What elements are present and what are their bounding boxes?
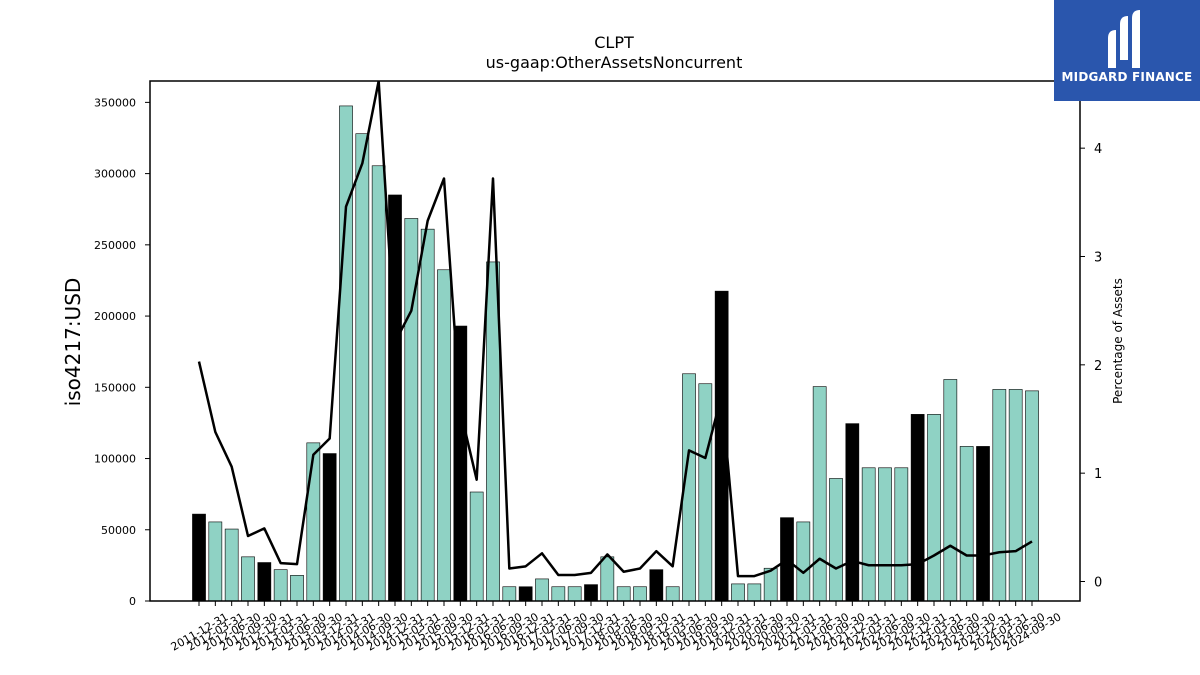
bar <box>665 586 680 602</box>
bar <box>322 453 337 602</box>
bar <box>502 586 517 602</box>
y-tick-label: 50000 <box>101 524 136 537</box>
bar <box>371 165 386 602</box>
bar <box>894 467 909 602</box>
y2-tick-label: 3 <box>1094 251 1102 266</box>
y-axis-ticks: 0 50000 100000 150000 200000 250000 300000 3500… <box>94 96 150 608</box>
bar <box>420 228 435 602</box>
bar <box>224 528 239 602</box>
bar <box>616 586 631 602</box>
bar <box>518 586 533 602</box>
bar <box>273 569 288 602</box>
bar <box>306 442 321 602</box>
bar <box>796 521 811 602</box>
bar <box>290 575 304 602</box>
y-axis-label: iso4217:USD <box>61 278 85 407</box>
y-tick-label: 200000 <box>94 310 136 323</box>
bar <box>192 513 206 602</box>
y2-axis-ticks: 0 1 2 3 4 <box>1080 142 1102 591</box>
bar <box>241 556 255 602</box>
y2-tick-label: 1 <box>1094 467 1102 482</box>
midgard-logo-icon <box>1108 10 1140 68</box>
bar <box>731 583 745 602</box>
bar <box>1025 390 1039 602</box>
bar <box>633 586 647 602</box>
y-tick-label: 0 <box>129 595 136 608</box>
x-axis-ticks: 2011-12-312012-03-312012-06-302012-09-30… <box>169 601 1064 654</box>
y-tick-label: 150000 <box>94 381 136 394</box>
plot-frame <box>149 80 1081 602</box>
chart-title: CLPT <box>594 33 634 52</box>
bar <box>812 386 827 602</box>
bar <box>943 379 958 602</box>
percentage-line <box>197 81 1033 578</box>
bar <box>829 478 843 602</box>
bar <box>551 586 566 602</box>
y2-tick-label: 0 <box>1094 576 1102 591</box>
y-tick-label: 350000 <box>94 96 136 109</box>
bar <box>747 583 762 602</box>
bar <box>861 467 876 602</box>
brand-logo-text: MIDGARD FINANCE <box>1061 70 1193 84</box>
bar <box>355 133 370 602</box>
bar <box>600 556 615 602</box>
bar <box>649 569 664 602</box>
bar <box>976 446 990 602</box>
bar <box>845 423 860 602</box>
y-tick-label: 100000 <box>94 453 136 466</box>
bars-group <box>192 105 1039 602</box>
bar <box>469 491 484 602</box>
bar <box>927 414 941 602</box>
bar <box>437 269 451 602</box>
bar <box>208 521 223 602</box>
bar <box>567 586 582 602</box>
brand-logo: MIDGARD FINANCE <box>1054 0 1200 101</box>
percentage-line-group <box>197 81 1033 578</box>
bar <box>257 562 272 602</box>
bar <box>453 325 468 602</box>
bar <box>404 218 419 602</box>
bar <box>584 584 598 602</box>
y2-axis-label: Percentage of Assets <box>1111 278 1125 404</box>
bar <box>910 414 925 602</box>
bar <box>992 389 1007 602</box>
bar <box>878 467 892 602</box>
bar <box>1008 389 1023 602</box>
bar <box>959 446 974 602</box>
y2-tick-label: 4 <box>1094 142 1102 157</box>
y-tick-label: 250000 <box>94 239 136 252</box>
bar <box>339 105 353 602</box>
chart-subtitle: us-gaap:OtherAssetsNoncurrent <box>486 53 743 72</box>
y2-tick-label: 2 <box>1094 359 1102 374</box>
y-tick-label: 300000 <box>94 168 136 181</box>
bar <box>535 578 549 602</box>
bar <box>698 383 713 602</box>
